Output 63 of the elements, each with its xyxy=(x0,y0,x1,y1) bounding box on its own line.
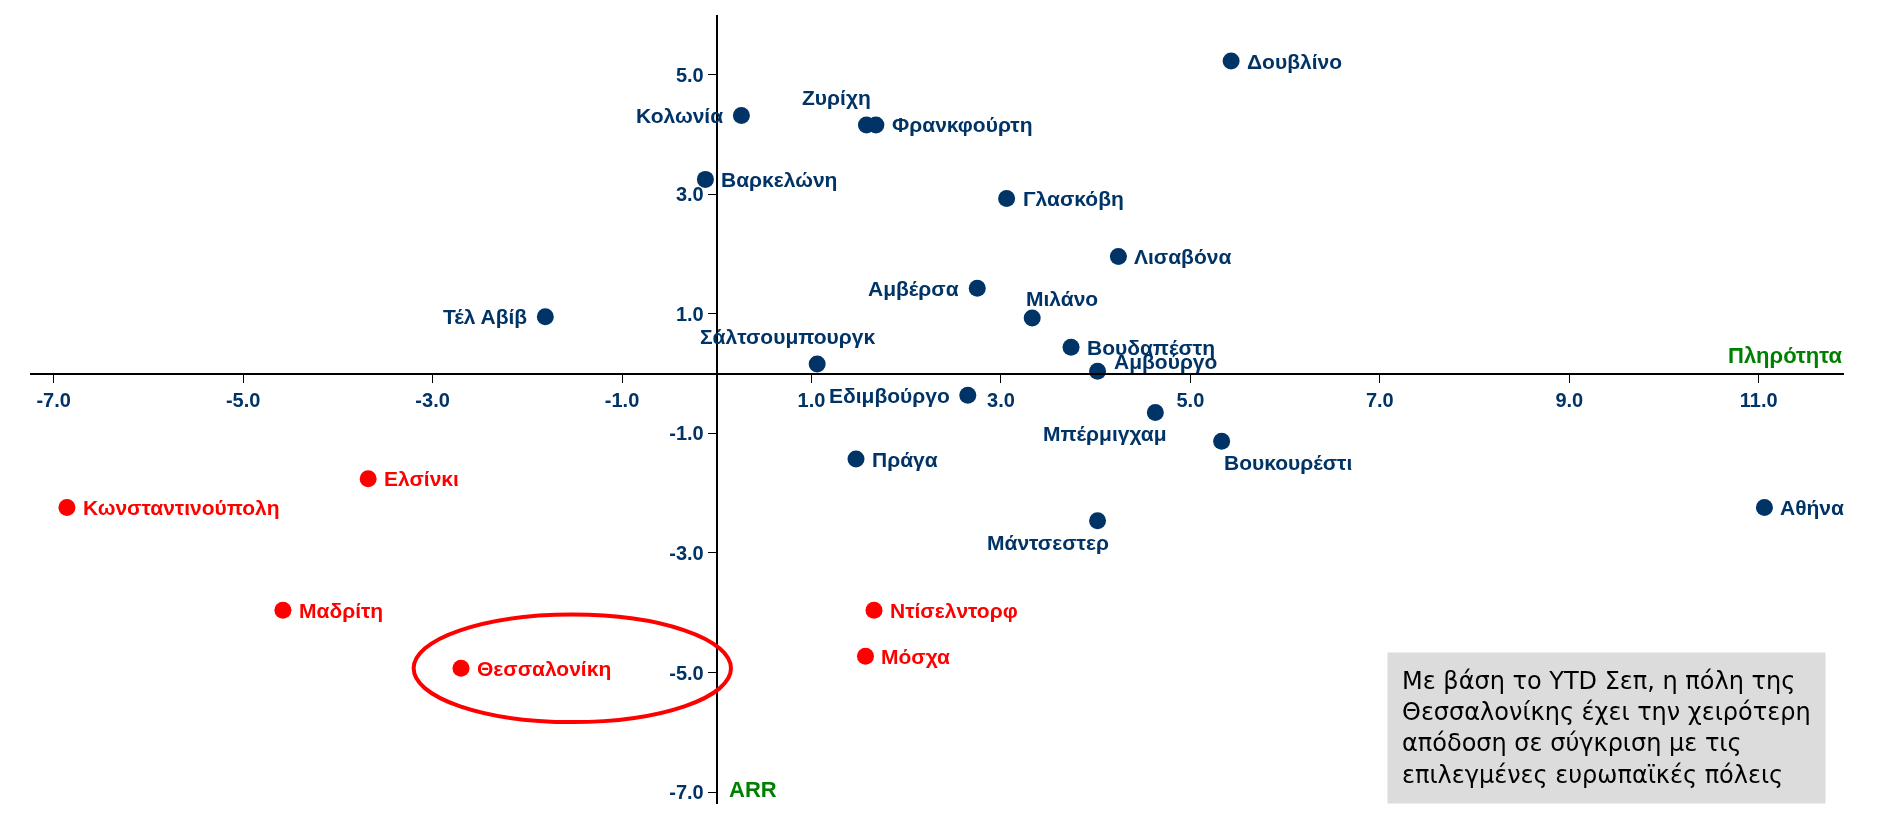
annotation: Μάντσεστερ xyxy=(987,531,1109,554)
annotation: Μόσχα xyxy=(881,645,951,668)
annotation: Βαρκελώνη xyxy=(721,168,838,191)
point xyxy=(847,450,865,468)
point xyxy=(1146,403,1164,421)
annotation: Φρανκφούρτη xyxy=(892,113,1033,136)
point xyxy=(1109,247,1127,265)
point xyxy=(856,647,874,665)
point xyxy=(452,659,470,677)
annotation: Δουβλίνο xyxy=(1247,50,1342,73)
annotation: Θεσσαλονίκη xyxy=(477,657,612,680)
x-tick-label: 1.0 xyxy=(797,388,826,411)
x-tick-label: 11.0 xyxy=(1739,388,1778,411)
point xyxy=(359,470,377,488)
x-tick-label: 3.0 xyxy=(987,388,1015,411)
y-tick-label: -1.0 xyxy=(669,422,704,445)
point xyxy=(1213,432,1231,450)
x-tick-label: -3.0 xyxy=(415,388,450,411)
annotation: Λισαβόνα xyxy=(1134,245,1232,268)
point xyxy=(865,601,883,619)
point xyxy=(959,386,977,404)
y-tick-label: -7.0 xyxy=(669,781,704,804)
annotation: Πράγα xyxy=(872,448,938,471)
x-tick-label: -1.0 xyxy=(604,388,640,411)
y-tick-label: -5.0 xyxy=(669,661,704,684)
annotation: Με βάση το YTD Σεπ, η πόλη της Θεσσαλονίκης έχει την χειρότερη απόδοση σε σύγκριση με τις επιλεγμένες ευρωπαϊκές πόλεις xyxy=(1402,667,1811,789)
point xyxy=(1062,338,1080,356)
annotation: Βουκουρέστι xyxy=(1224,451,1353,474)
point xyxy=(732,106,750,124)
point xyxy=(968,279,986,297)
y-axis-title: ARR xyxy=(729,777,777,802)
point xyxy=(1023,309,1041,327)
annotation: Εδιμβούργο xyxy=(829,384,950,407)
x-tick-label: 5.0 xyxy=(1176,388,1205,411)
annotation: Κωνσταντινούπολη xyxy=(83,496,280,519)
point xyxy=(1222,52,1240,70)
annotation: Ελσίνκι xyxy=(384,467,460,490)
point xyxy=(58,499,76,517)
point xyxy=(536,308,554,326)
annotation: Ντίσελντορφ xyxy=(890,599,1018,622)
y-tick-label: 1.0 xyxy=(675,302,704,325)
annotation: Αθήνα xyxy=(1780,496,1845,519)
annotation: Αμβέρσα xyxy=(868,277,959,300)
annotation: Τέλ Αβίβ xyxy=(443,305,528,328)
point xyxy=(808,355,826,373)
point xyxy=(998,190,1016,207)
annotation: Μαδρίτη xyxy=(299,599,384,622)
x-tick-label: -5.0 xyxy=(225,388,261,411)
y-tick-label: 5.0 xyxy=(675,63,704,86)
x-tick-label: 9.0 xyxy=(1555,388,1584,411)
annotation: Μιλάνο xyxy=(1026,287,1099,310)
point xyxy=(1089,512,1107,530)
x-axis-title: Πληρότητα xyxy=(1728,343,1843,368)
y-tick-label: -3.0 xyxy=(669,541,704,564)
point xyxy=(696,170,714,188)
annotation: Ζυρίχη xyxy=(802,86,871,109)
x-tick-label: -7.0 xyxy=(36,388,71,411)
y-tick-label: 3.0 xyxy=(675,183,704,206)
annotation: Μπέρμιγχαμ xyxy=(1043,422,1167,445)
point xyxy=(1755,499,1773,517)
point xyxy=(274,601,292,619)
x-tick-label: 7.0 xyxy=(1365,388,1394,411)
annotation: Γλασκόβη xyxy=(1023,187,1124,210)
